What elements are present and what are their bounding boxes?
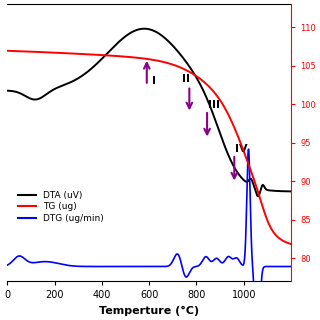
X-axis label: Temperture (°C): Temperture (°C): [99, 306, 199, 316]
Legend: DTA (uV), TG (ug), DTG (ug/min): DTA (uV), TG (ug), DTG (ug/min): [15, 187, 108, 227]
Text: II: II: [181, 74, 189, 84]
Text: III: III: [208, 100, 220, 110]
Text: IV: IV: [236, 144, 248, 155]
Text: I: I: [151, 76, 156, 86]
